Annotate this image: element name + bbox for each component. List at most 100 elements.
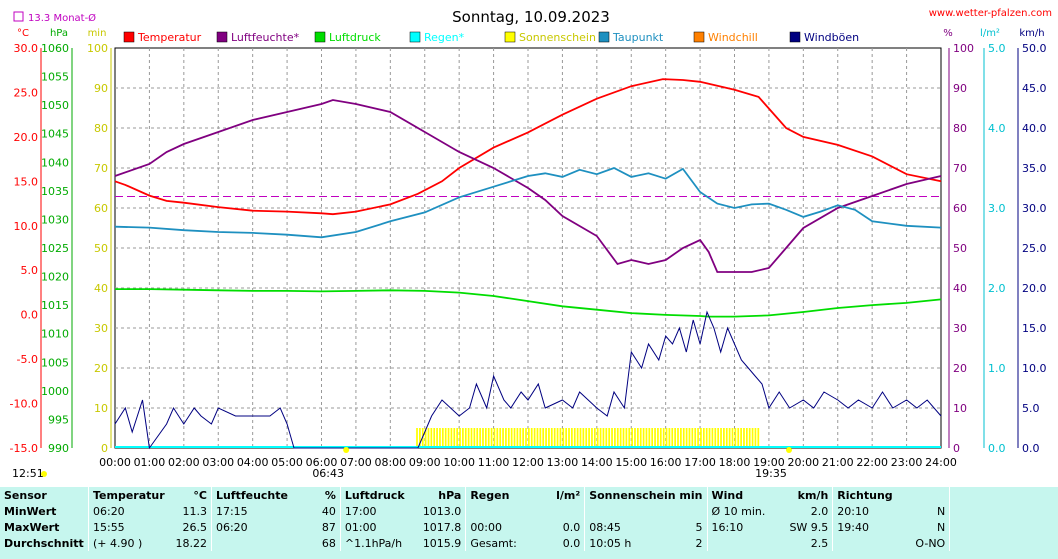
sunshine-bar [697,428,699,448]
sunshine-bar [582,428,585,448]
sensor-header: Sensor [4,488,47,502]
sunset-time: 19:35 [755,467,787,480]
x-tick-label: 17:00 [684,456,716,469]
sunshine-bar [751,428,754,448]
stats-cell-value: SW 9.5 [789,520,829,534]
axis-unit-temp: °C [17,28,29,39]
sunshine-bar [731,428,734,448]
x-tick-label: 08:00 [374,456,406,469]
sunshine-bar [522,428,524,448]
chart-title: Sonntag, 10.09.2023 [452,8,610,26]
y-tick-label-temp: -15.0 [10,442,38,455]
sunshine-bar [631,428,633,448]
sunshine-bar [659,428,662,448]
statistics-panel: Sensor Temperatur °C Luftfeuchte % Luftd… [0,487,1058,559]
y-tick-label-wind: 40.0 [1022,122,1047,135]
stats-cell-value: 87 [321,520,336,534]
x-tick-label: 06:00 [306,456,338,469]
sunshine-bar [539,428,542,448]
sunshine-bar [447,428,450,448]
stats-cell-time: 10:05 h [584,535,679,551]
sunshine-bar [642,428,645,448]
y-tick-label-sunshine: 90 [94,82,108,95]
legend-swatch [789,31,801,43]
sunrise-icon [343,447,350,453]
stats-filler [949,503,1058,519]
y-tick-label-pressure: 995 [48,413,69,426]
sunshine-bar [662,428,665,448]
stats-cell-time: Gesamt: [465,535,535,551]
series-line-taupunkt [114,167,942,239]
sunshine-bar [499,428,502,448]
legend-label: Luftfeuchte* [231,31,300,44]
sunshine-bar [467,428,470,448]
humidity-header: Luftfeuchte [210,487,310,503]
stats-filler [949,535,1058,551]
sunshine-bar [668,428,671,448]
legend-swatch [504,31,516,43]
x-axis: 00:00 01:00 02:00 03:00 04:00 05:00 06:00 07:00… [41,447,957,477]
sunshine-bar [714,428,717,448]
stats-cell-value: 2.5 [810,536,829,550]
sunshine-bar [711,428,714,448]
series-line-luftdruck [115,288,942,318]
sunshine-bar [528,428,530,448]
y-tick-label-pressure: 1000 [41,385,69,398]
wind-header: Wind [706,487,786,503]
y-tick-label-humidity: 50 [953,242,967,255]
legend-swatch [693,31,705,43]
legend-label: Luftdruck [329,31,381,44]
x-tick-label: 11:00 [478,456,510,469]
sunshine-bar [720,428,722,448]
direction-header: Richtung [832,487,912,503]
stats-cell-value: 0.0 [562,520,581,534]
sunshine-bar [685,428,688,448]
sunshine-bar [553,428,556,448]
stats-cell-value: 2.0 [810,504,829,518]
y-tick-label-pressure: 1010 [41,328,69,341]
sunshine-bar [740,428,742,448]
stats-cell-time: 16:10 [706,519,786,535]
stats-cell-value: O-NO [915,536,946,550]
y-tick-label-pressure: 1020 [41,271,69,284]
x-tick-label: 12:00 [512,456,544,469]
y-tick-label-humidity: 80 [953,122,967,135]
direction-spacer [911,487,949,503]
y-tick-label-humidity: 0 [953,442,960,455]
axis-unit-wind: km/h [1019,28,1044,39]
sunshine-bar [645,428,648,448]
sunshine-bar [453,428,456,448]
stats-cell-value: 0.0 [562,536,581,550]
sunshine-bar [677,428,679,448]
x-tick-label: 16:00 [650,456,682,469]
sunshine-bar [657,428,659,448]
stats-cell-time: 17:15 [210,503,310,519]
sunshine-bar [748,428,751,448]
y-tick-label-humidity: 70 [953,162,967,175]
legend: Temperatur Luftfeuchte* Luftdruck Regen* Son… [123,31,859,44]
y-tick-label-pressure: 1055 [41,71,69,84]
sunshine-bar [757,428,760,448]
x-tick-label: 23:00 [891,456,923,469]
monthly-avg-label: 13.3 Monat-Ø [28,12,96,24]
sunshine-bar [616,428,619,448]
sunshine-bar [596,428,599,448]
site-link[interactable]: www.wetter-pfalzen.com [929,8,1052,19]
y-tick-label-temp: 10.0 [14,220,39,233]
x-tick-label: 22:00 [856,456,888,469]
y-tick-label-humidity: 20 [953,362,967,375]
monthly-avg-icon [13,11,24,22]
sunrise-time: 06:43 [312,467,344,480]
legend-swatch [123,31,135,43]
series-line-temperatur [114,78,942,216]
sunshine-bar [482,428,484,448]
stats-cell-value: 2 [695,536,703,550]
series-line-windböen [114,310,942,450]
sunshine-bar [479,428,481,448]
sunshine-bar [674,428,676,448]
sunshine-bar [745,428,748,448]
x-tick-label: 01:00 [134,456,166,469]
y-tick-label-rain: 1.0 [988,362,1006,375]
sunshine-bar [579,428,582,448]
stats-row: Durchschnitt (+ 4.90 ) 18.22 68 ^1.1hPa/h 101… [0,535,1058,551]
